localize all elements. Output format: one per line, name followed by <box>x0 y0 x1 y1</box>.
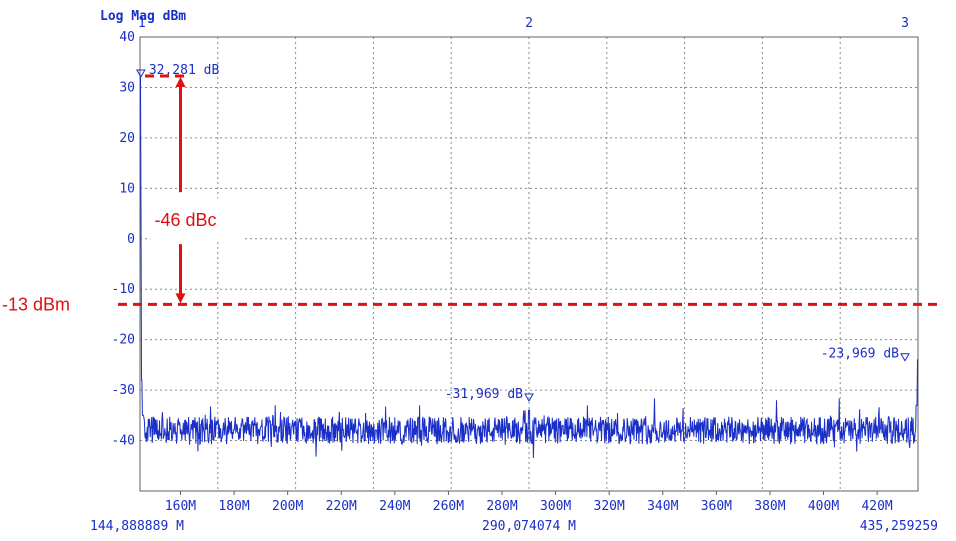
arrow-down-head <box>175 293 186 304</box>
plot-border <box>139 36 919 492</box>
x-tick-label: 400M <box>808 499 839 514</box>
marker-number: 3 <box>901 16 909 31</box>
trace-line <box>140 75 918 459</box>
marker-number: 1 <box>138 16 146 31</box>
x-tick-label: 240M <box>379 499 410 514</box>
x-tick-label: 420M <box>861 499 892 514</box>
marker-value-label: 32,281 dB <box>149 63 220 78</box>
grid <box>140 37 918 491</box>
x-tick-label: 320M <box>594 499 625 514</box>
chart-title: Log Mag dBm <box>100 9 186 24</box>
y-tick-label: 0 <box>127 232 135 247</box>
x-tick-label: 340M <box>647 499 678 514</box>
y-tick-label: -40 <box>112 434 135 449</box>
y-tick-label: -30 <box>112 383 135 398</box>
y-tick-label: 10 <box>119 181 135 196</box>
marker-value-label: -23,969 dB <box>821 347 899 362</box>
x-axis-ticks: 160M 180M 200M 220M 240M 260M 280M 300M 320M 340M… <box>165 491 893 514</box>
y-tick-label: -10 <box>112 282 135 297</box>
marker-triangle <box>524 393 534 403</box>
marker-number: 2 <box>525 16 533 31</box>
x-range-stop-label: 435,259259 <box>860 519 938 534</box>
difference-label-background <box>150 198 243 243</box>
y-tick-label: 40 <box>119 30 135 45</box>
x-tick-label: 260M <box>433 499 464 514</box>
marker-value-label: -31,969 dB <box>445 387 523 402</box>
y-tick-label: 20 <box>119 131 135 146</box>
x-tick-label: 160M <box>165 499 196 514</box>
y-tick-label: -20 <box>112 333 135 348</box>
y-tick-label: 30 <box>119 80 135 95</box>
x-tick-label: 360M <box>701 499 732 514</box>
x-tick-label: 280M <box>486 499 517 514</box>
x-range-start-label: 144,888889 M <box>90 519 184 534</box>
x-tick-label: 300M <box>540 499 571 514</box>
x-tick-label: 380M <box>754 499 785 514</box>
x-tick-label: 180M <box>218 499 249 514</box>
reference-line-label: -13 dBm <box>2 294 70 314</box>
annotations: -46 dBc -13 dBm <box>2 74 940 314</box>
markers: 1 32,281 dB 2 -31,969 dB 3 -23,969 dB <box>135 16 910 403</box>
x-tick-label: 220M <box>326 499 357 514</box>
marker-triangle <box>135 69 146 78</box>
marker-triangle <box>900 353 910 362</box>
difference-label: -46 dBc <box>154 210 216 230</box>
arrow-up-head <box>175 76 186 87</box>
y-axis-ticks: 40 30 20 10 0 -10 -20 -30 -40 <box>112 30 135 449</box>
trace <box>140 75 918 459</box>
x-range-center-label: 290,074074 M <box>482 519 576 534</box>
x-tick-label: 200M <box>272 499 303 514</box>
